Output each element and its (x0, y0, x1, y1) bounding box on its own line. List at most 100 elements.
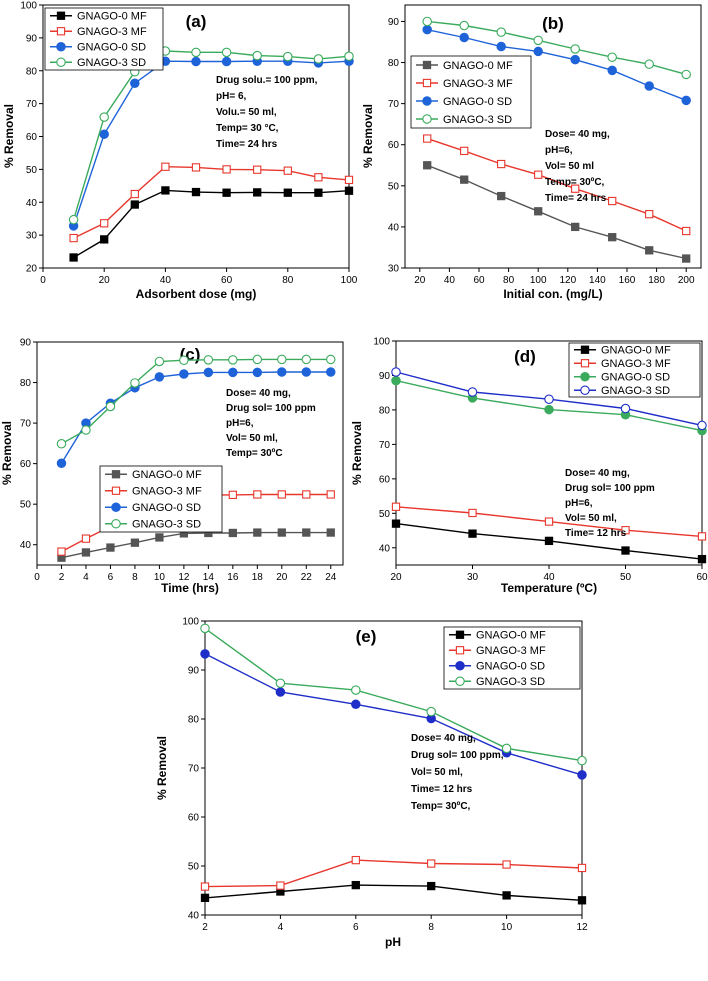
panel-b-point-gnago-0-mf (682, 254, 691, 263)
panel-d-point-gnago-3-mf (621, 526, 630, 535)
panel-d: 20 30 40 50 60 40 50 60 70 80 90 100 Temperature (ºC… (350, 337, 708, 596)
panel-a-ylabel: % Removal (2, 104, 16, 168)
panel-a-point-gnago-3-mf (161, 162, 170, 171)
panel-c-point-gnago-3-mf (277, 490, 286, 499)
panel-e-point-gnago-3-sd (200, 623, 210, 634)
panel-b-legend-marker-gnago-3-mf (422, 78, 432, 88)
panel-a-xtick-label: 40 (160, 275, 172, 286)
panel-b-legend-marker-gnago-3-sd (422, 114, 432, 124)
panel-c-point-gnago-0-mf (106, 543, 115, 552)
panel-c-point-gnago-0-sd (277, 367, 287, 377)
panel-a-ytick-label: 60 (26, 132, 38, 143)
panel-b-point-gnago-3-mf (534, 170, 543, 179)
panel-e-point-gnago-0-mf (577, 896, 587, 905)
panel-d-point-gnago-0-mf (468, 529, 477, 538)
panel-a-point-gnago-3-mf (69, 233, 78, 243)
panel-a-point-gnago-0-mf (130, 200, 139, 209)
panel-b-point-gnago-3-mf (497, 159, 506, 169)
panel-e-point-gnago-0-sd (200, 649, 210, 659)
panel-a-point-gnago-3-mf (100, 219, 109, 228)
panel-d-point-gnago-0-sd (391, 375, 401, 386)
panel-e-xtick-label: 2 (202, 922, 208, 933)
panel-d-point-gnago-0-mf (621, 546, 630, 555)
panel-b-line-gnago-0-sd (427, 29, 687, 101)
panel-a-ytick-label: 80 (26, 66, 38, 77)
panel-a-point-gnago-3-mf (253, 165, 262, 174)
panel-d-annotation: Vol= 50 ml, (565, 513, 617, 524)
panel-d-point-gnago-0-mf (391, 519, 401, 528)
panel-c-point-gnago-0-sd (56, 458, 67, 468)
panel-a-point-gnago-0-mf (161, 186, 170, 195)
panel-c-legend-marker-gnago-3-sd (111, 518, 121, 529)
panel-e-xtick-label: 8 (428, 922, 434, 933)
panel-e-annotation: Dose= 40 mg, (411, 733, 476, 744)
panel-a-xtick-label: 0 (40, 275, 46, 286)
panel-b-point-gnago-0-sd (533, 46, 543, 57)
panel-d-point-gnago-0-mf (544, 536, 554, 546)
panel-a-line-gnago-3-mf (73, 165, 350, 239)
panel-c-point-gnago-3-sd (154, 356, 165, 367)
panel-e-point-gnago-3-sd (351, 685, 361, 695)
panel-c-point-gnago-0-mf (277, 528, 286, 537)
panel-d-ytick-label: 100 (373, 337, 390, 348)
panel-b-annotation: Dose= 40 mg, (545, 129, 610, 140)
panel-b-point-gnago-3-sd (496, 27, 506, 37)
panel-c-point-gnago-3-sd (203, 355, 214, 365)
panel-b-point-gnago-0-mf (571, 222, 580, 232)
panel-c-xlabel: Time (hrs) (161, 581, 219, 595)
panel-a: 0 20 40 60 80 1002030405060708090100Adsorbent… (2, 1, 358, 302)
panel-a-annotation: Volu.= 50 ml, (216, 107, 277, 118)
panel-a-legend: GNAGO-0 MF GNAGO-3 MF GNAGO-0 SD GNAGO-3 SD (44, 7, 164, 71)
panel-b-xtick-label: 160 (619, 275, 636, 286)
panel-c-point-gnago-0-mf (130, 538, 140, 547)
panel-d-ytick-label: 60 (379, 474, 391, 485)
panel-a-point-gnago-0-mf (100, 235, 109, 244)
panel-b-point-gnago-0-mf (423, 161, 432, 170)
panel-c-xtick-label: 2 (59, 572, 65, 583)
panel-b-annotation: pH=6, (545, 145, 573, 156)
panel-d-xtick-label: 60 (696, 572, 708, 583)
panel-e-legend-label: GNAGO-0 SD (476, 661, 545, 673)
panel-e-legend-label: GNAGO-3 MF (476, 645, 546, 657)
panel-b-ytick-label: 60 (388, 140, 400, 151)
panel-e-xtick-label: 6 (353, 922, 359, 933)
panel-d-annotation: pH=6, (565, 498, 593, 509)
panel-a-ytick-label: 30 (26, 231, 38, 242)
panel-e-annotation: Vol= 50 ml, (411, 767, 463, 778)
panel-a-xlabel: Adsorbent dose (mg) (136, 287, 257, 301)
panel-b-point-gnago-3-sd (570, 44, 580, 54)
panel-d-point-gnago-3-sd (544, 394, 554, 404)
panel-c-ytick-label: 80 (20, 378, 32, 389)
panel-c-legend-label: GNAGO-3 MF (132, 486, 202, 498)
panel-c-point-gnago-3-mf (326, 490, 335, 499)
panel-e-annotation: Drug sol= 100 ppm, (411, 750, 504, 761)
panel-c-point-gnago-0-mf (81, 548, 91, 557)
panel-a-point-gnago-0-sd (99, 129, 109, 139)
panel-c-ytick-label: 90 (20, 338, 32, 349)
panel-c-xtick-label: 14 (203, 572, 215, 583)
panel-e-xtick-label: 12 (576, 922, 588, 933)
panel-c-legend-label: GNAGO-0 SD (132, 502, 201, 514)
panel-a-point-gnago-3-mf (314, 173, 323, 182)
panel-a-point-gnago-3-sd (283, 51, 293, 62)
panel-b-legend-marker-gnago-0-mf (422, 60, 432, 70)
panel-a-point-gnago-3-sd (99, 112, 109, 122)
panel-a-point-gnago-3-mf (191, 163, 201, 172)
panel-e-legend-label: GNAGO-0 MF (476, 630, 546, 642)
panel-d-annotation: Drug sol= 100 ppm (565, 483, 655, 494)
panel-a-point-gnago-0-mf (69, 253, 78, 262)
panel-e-point-gnago-3-mf (351, 855, 360, 865)
panel-c-ylabel: % Removal (0, 421, 14, 485)
panel-b-legend-marker-gnago-0-sd (422, 96, 432, 106)
panel-a-annotation: pH= 6, (216, 91, 247, 102)
panel-e-annotation: Time= 12 hrs (411, 784, 473, 795)
panel-d-point-gnago-3-sd (467, 387, 478, 397)
panel-e-point-gnago-3-mf (200, 882, 210, 891)
panel-a-legend-marker-gnago-3-mf (56, 27, 66, 36)
panel-c-legend-box (99, 465, 223, 533)
panel-b-legend-label: GNAGO-3 SD (443, 114, 512, 126)
panel-b-ytick-label: 70 (388, 99, 400, 110)
panel-b-point-gnago-3-mf (645, 210, 654, 219)
panel-c-point-gnago-3-sd (301, 354, 312, 365)
panel-e-legend-marker-gnago-3-mf (455, 646, 465, 655)
